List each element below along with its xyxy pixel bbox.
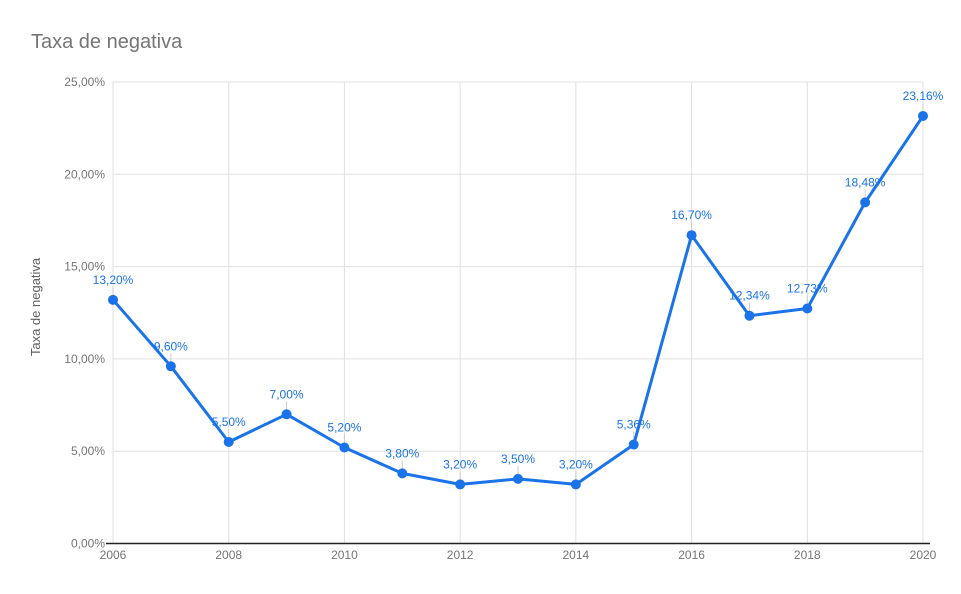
data-point-marker[interactable] bbox=[628, 439, 639, 450]
y-tick-label: 5,00% bbox=[71, 444, 105, 458]
series-points bbox=[108, 110, 928, 490]
data-label: 12,73% bbox=[787, 282, 828, 296]
chart-title: Taxa de negativa bbox=[31, 31, 183, 53]
horizontal-gridlines bbox=[113, 81, 923, 452]
data-label: 3,50% bbox=[501, 452, 535, 466]
y-tick-label: 25,00% bbox=[64, 75, 105, 89]
data-labels: 13,20% 9,60% 5,50% 7,00% 5,20% 3,80% 3,20% 3,50… bbox=[93, 89, 944, 471]
data-point-marker[interactable] bbox=[860, 197, 871, 208]
data-label: 5,50% bbox=[212, 415, 246, 429]
data-label: 16,70% bbox=[671, 208, 712, 222]
x-tick-label: 2010 bbox=[331, 548, 358, 562]
x-tick-label: 2016 bbox=[678, 548, 705, 562]
data-label: 23,16% bbox=[903, 89, 944, 103]
x-tick-label: 2008 bbox=[215, 548, 242, 562]
data-point-marker[interactable] bbox=[165, 361, 176, 372]
data-point-marker[interactable] bbox=[513, 473, 523, 484]
data-label: 5,36% bbox=[617, 418, 651, 432]
data-point-marker[interactable] bbox=[455, 479, 466, 490]
y-tick-label: 20,00% bbox=[64, 167, 105, 181]
data-point-marker[interactable] bbox=[223, 436, 234, 447]
data-label: 12,34% bbox=[729, 289, 770, 303]
data-point-marker[interactable] bbox=[397, 468, 408, 479]
y-axis-tick-labels: 0,00% 5,00% 10,00% 15,00% 20,00% 25,00% bbox=[64, 75, 105, 551]
data-label: 3,20% bbox=[443, 457, 477, 471]
x-tick-label: 2014 bbox=[563, 548, 590, 562]
data-point-marker[interactable] bbox=[281, 409, 292, 420]
x-tick-label: 2020 bbox=[910, 548, 937, 562]
data-label: 3,20% bbox=[559, 457, 593, 471]
x-tick-label: 2018 bbox=[794, 548, 821, 562]
data-point-marker[interactable] bbox=[686, 230, 697, 241]
data-label: 18,48% bbox=[845, 175, 886, 189]
x-tick-label: 2006 bbox=[100, 548, 127, 562]
x-axis-tick-labels: 2006 2008 2010 2012 2014 2016 2018 2020 bbox=[100, 548, 937, 562]
y-tick-label: 15,00% bbox=[64, 260, 105, 274]
data-point-marker[interactable] bbox=[744, 310, 755, 321]
data-point-marker[interactable] bbox=[339, 442, 350, 453]
data-label: 5,20% bbox=[327, 421, 361, 435]
data-label: 3,80% bbox=[385, 446, 419, 460]
y-tick-label: 10,00% bbox=[64, 352, 105, 366]
data-label: 13,20% bbox=[93, 273, 134, 287]
data-point-marker[interactable] bbox=[108, 294, 118, 305]
y-axis-title: Taxa de negativa bbox=[28, 257, 43, 356]
data-point-marker[interactable] bbox=[802, 303, 813, 314]
data-label: 7,00% bbox=[270, 387, 304, 401]
y-tick-label: 0,00% bbox=[71, 537, 105, 551]
data-point-marker[interactable] bbox=[918, 110, 928, 121]
data-label: 9,60% bbox=[154, 339, 188, 353]
series-line bbox=[111, 114, 925, 486]
x-tick-label: 2012 bbox=[447, 548, 474, 562]
data-point-marker[interactable] bbox=[570, 479, 581, 490]
